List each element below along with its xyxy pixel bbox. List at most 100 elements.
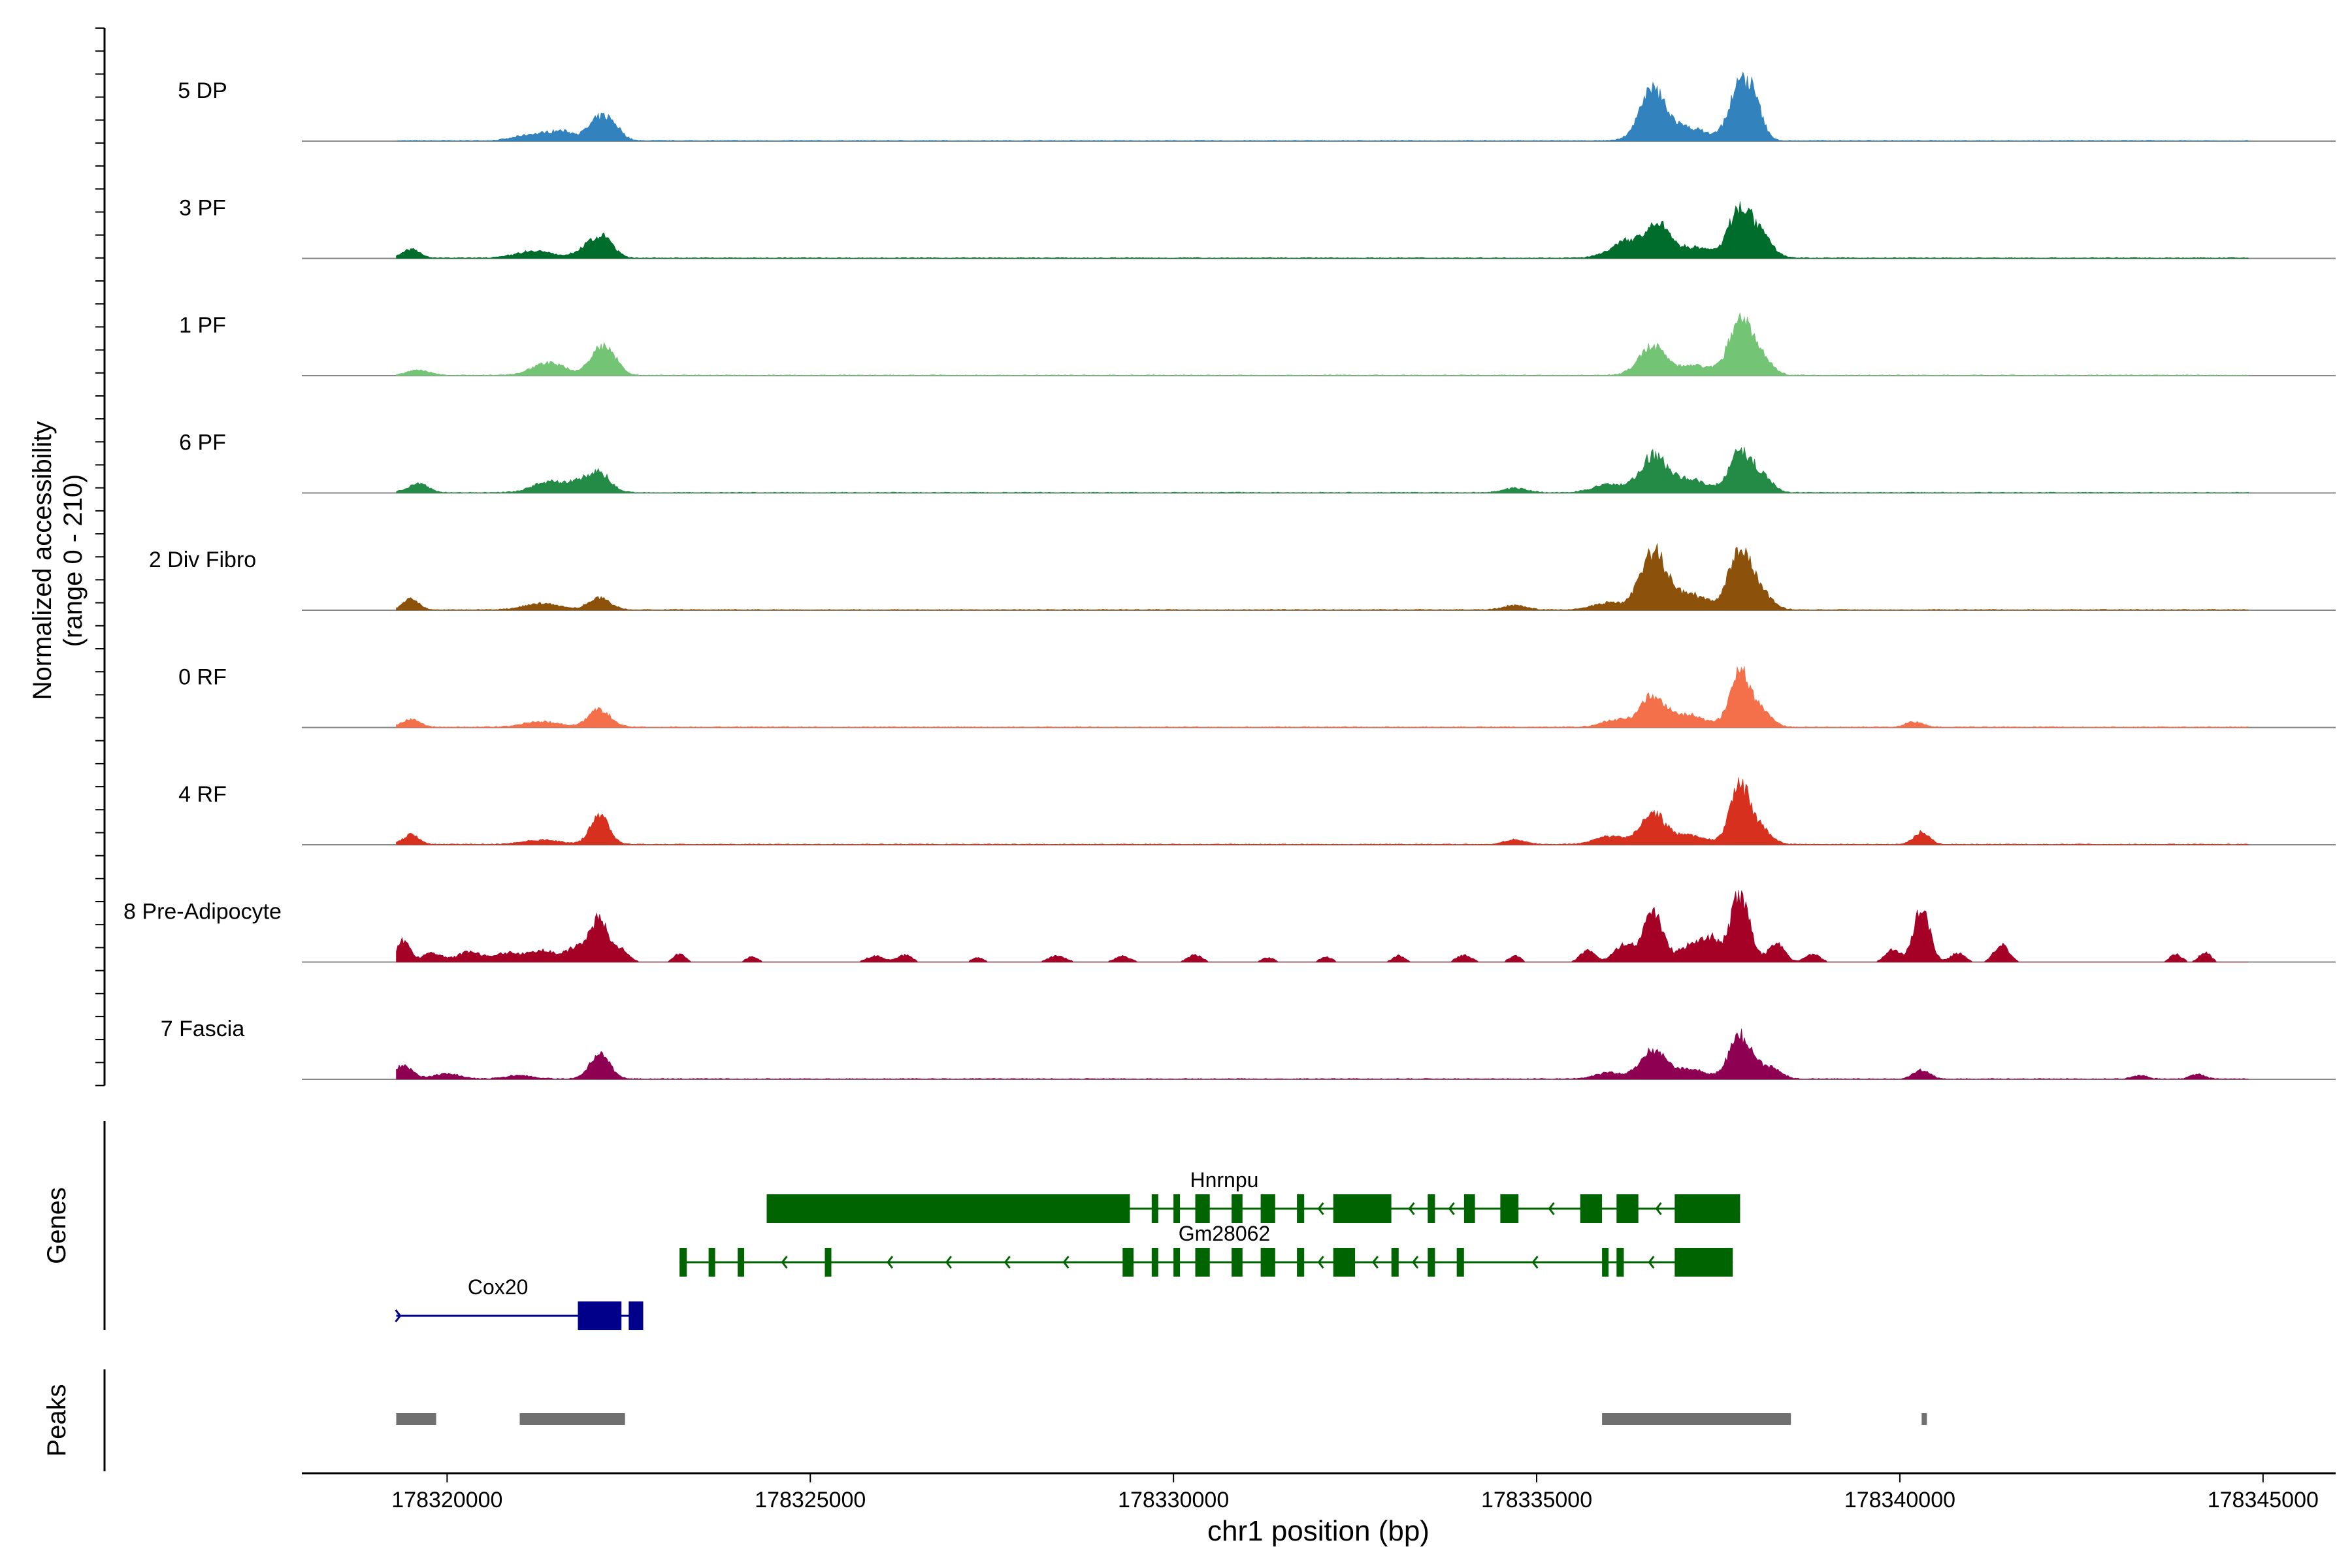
x-axis-ticks: 178320000 178325000 178330000 178335000 1783… bbox=[391, 1473, 2319, 1512]
gene-exon bbox=[1456, 1248, 1464, 1277]
peak-region bbox=[1921, 1413, 1927, 1425]
strand-arrow bbox=[1062, 1256, 1070, 1269]
genes-track: Genes Hnrnpu Gm28062 Cox20 bbox=[42, 1121, 1740, 1330]
gene-name-label: Hnrnpu bbox=[1190, 1168, 1258, 1192]
x-tick-label: 178340000 bbox=[1844, 1488, 1955, 1512]
gene-exon bbox=[1151, 1194, 1158, 1223]
gene-exon bbox=[1195, 1194, 1210, 1223]
track-0-rf: 0 RF bbox=[178, 665, 2336, 728]
gene-exon bbox=[1260, 1248, 1275, 1277]
track-label: 5 DP bbox=[178, 78, 227, 103]
peak-region bbox=[396, 1413, 436, 1425]
gene-exon bbox=[1616, 1248, 1624, 1277]
gene-exon bbox=[1674, 1194, 1740, 1223]
gene-exon bbox=[1674, 1248, 1733, 1277]
gene-exon bbox=[1173, 1248, 1181, 1277]
peak-region bbox=[1602, 1413, 1791, 1425]
track-label: 3 PF bbox=[179, 196, 226, 221]
coverage-area bbox=[396, 1028, 2249, 1080]
x-tick-label: 178345000 bbox=[2208, 1488, 2319, 1512]
gene-exon bbox=[1260, 1194, 1275, 1223]
coverage-area bbox=[396, 312, 2249, 376]
peak-region bbox=[519, 1413, 625, 1425]
y-axis: Normalized accessibility (range 0 - 210) bbox=[28, 27, 106, 1086]
gene-exon bbox=[1232, 1248, 1243, 1277]
gene-exon bbox=[1333, 1194, 1392, 1223]
strand-arrow bbox=[1448, 1202, 1455, 1215]
strand-arrow bbox=[395, 1309, 402, 1322]
gene-exon bbox=[1122, 1248, 1134, 1277]
y-axis-title: Normalized accessibility bbox=[28, 421, 57, 700]
track-4-rf: 4 RF bbox=[178, 777, 2336, 845]
gene-name-label: Gm28062 bbox=[1179, 1222, 1271, 1245]
x-tick-label: 178320000 bbox=[391, 1488, 502, 1512]
strand-arrow bbox=[1004, 1256, 1011, 1269]
coverage-area bbox=[396, 71, 2249, 142]
gene-exon bbox=[1463, 1194, 1475, 1223]
track-label: 8 Pre-Adipocyte bbox=[123, 900, 282, 924]
x-axis-title: chr1 position (bp) bbox=[1207, 1515, 1429, 1547]
track-5-dp: 5 DP bbox=[178, 71, 2336, 142]
coverage-area bbox=[396, 543, 2249, 611]
gene-gm28062: Gm28062 bbox=[679, 1222, 1733, 1277]
gene-exon bbox=[1602, 1248, 1609, 1277]
strand-arrow bbox=[1548, 1202, 1555, 1215]
track-6-pf: 6 PF bbox=[179, 431, 2336, 494]
coverage-area bbox=[396, 201, 2249, 259]
x-axis: 178320000 178325000 178330000 178335000 1783… bbox=[302, 1472, 2336, 1547]
gene-exon bbox=[1151, 1248, 1158, 1277]
x-tick-label: 178335000 bbox=[1481, 1488, 1592, 1512]
gene-models: Hnrnpu Gm28062 Cox20 bbox=[395, 1168, 1740, 1330]
coverage-area bbox=[396, 777, 2249, 845]
gene-exon bbox=[1580, 1194, 1603, 1223]
gene-exon bbox=[1616, 1194, 1639, 1223]
track-1-pf: 1 PF bbox=[179, 312, 2336, 376]
gene-cox20: Cox20 bbox=[395, 1275, 644, 1330]
strand-arrow bbox=[1648, 1256, 1655, 1269]
strand-arrow bbox=[1531, 1256, 1539, 1269]
peaks-track-label: Peaks bbox=[42, 1384, 71, 1456]
peaks-track: Peaks bbox=[42, 1369, 1927, 1471]
strand-arrow bbox=[1655, 1202, 1662, 1215]
gene-exon bbox=[708, 1248, 715, 1277]
strand-arrow bbox=[1408, 1202, 1415, 1215]
gene-exon bbox=[1333, 1248, 1356, 1277]
track-label: 1 PF bbox=[179, 313, 226, 338]
y-axis-ticks bbox=[95, 27, 105, 1086]
gene-exon bbox=[1428, 1194, 1435, 1223]
track-label: 0 RF bbox=[178, 665, 227, 690]
track-label: 2 Div Fibro bbox=[149, 547, 256, 572]
gene-exon bbox=[1232, 1194, 1243, 1223]
gene-exon bbox=[1391, 1248, 1399, 1277]
strand-arrow bbox=[1371, 1256, 1379, 1269]
strand-arrow bbox=[1317, 1256, 1324, 1269]
track-7-fascia: 7 Fascia bbox=[161, 1017, 2336, 1080]
strand-arrow bbox=[1412, 1256, 1419, 1269]
strand-arrow bbox=[1317, 1202, 1324, 1215]
gene-exon bbox=[1297, 1248, 1305, 1277]
gene-exon bbox=[738, 1248, 745, 1277]
coverage-tracks: 5 DP 3 PF 1 PF 6 PF 2 Div Fibro 0 RF 4 RF 8 Pre… bbox=[123, 71, 2336, 1080]
gene-exon bbox=[1195, 1248, 1210, 1277]
gene-name-label: Cox20 bbox=[468, 1275, 529, 1299]
strand-arrow bbox=[887, 1256, 894, 1269]
gene-exon bbox=[1297, 1194, 1305, 1223]
coverage-area bbox=[396, 890, 2249, 962]
gene-exon bbox=[1173, 1194, 1181, 1223]
strand-arrow bbox=[781, 1256, 788, 1269]
track-label: 4 RF bbox=[178, 782, 227, 807]
gene-exon bbox=[629, 1301, 644, 1330]
x-tick-label: 178330000 bbox=[1118, 1488, 1229, 1512]
gene-exon bbox=[1428, 1248, 1435, 1277]
gene-exon bbox=[679, 1248, 687, 1277]
strand-arrow bbox=[945, 1256, 953, 1269]
gene-hnrnpu: Hnrnpu bbox=[766, 1168, 1740, 1223]
coverage-area bbox=[396, 447, 2249, 493]
gene-exon bbox=[1500, 1194, 1519, 1223]
gene-exon bbox=[578, 1301, 622, 1330]
x-tick-label: 178325000 bbox=[755, 1488, 866, 1512]
track-2-div-fibro: 2 Div Fibro bbox=[149, 543, 2336, 611]
y-axis-range: (range 0 - 210) bbox=[59, 474, 88, 647]
gene-exon bbox=[825, 1248, 832, 1277]
track-label: 6 PF bbox=[179, 431, 226, 455]
